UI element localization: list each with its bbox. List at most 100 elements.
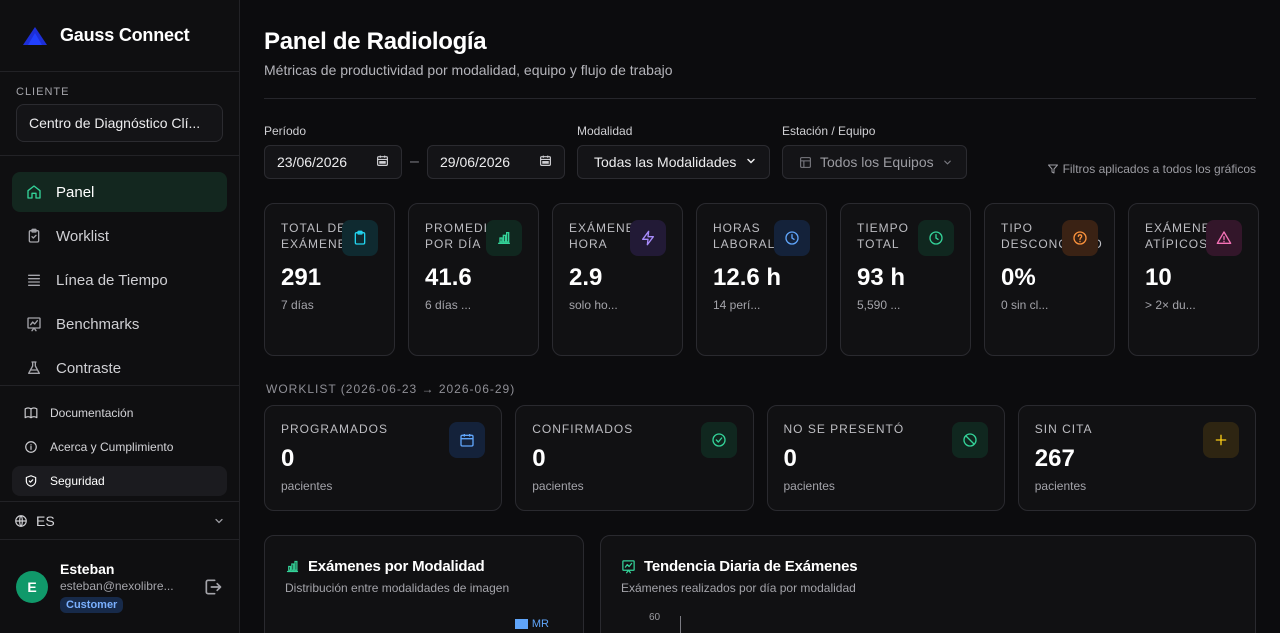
worklist-value: 267 <box>1034 445 1075 472</box>
brand-logo-icon <box>23 26 47 45</box>
worklist-row: PROGRAMADOS 0 pacientes CONFIRMADOS 0 pa… <box>264 405 1256 511</box>
filter-icon <box>1047 163 1059 175</box>
kpi-value: 12.6 h <box>713 264 782 291</box>
station-select[interactable]: Todos los Equipos <box>782 145 967 179</box>
kpi-card-total-time: TIEMPO TOTAL 93 h 5,590 ... <box>840 203 971 356</box>
kpi-card-unknown-type: TIPO DESCONOCIDO 0% 0 sin cl... <box>984 203 1115 356</box>
chart-title: Tendencia Diaria de Exámenes <box>621 558 1235 575</box>
flask-icon <box>26 360 42 376</box>
date-from-value: 23/06/2026 <box>277 154 348 170</box>
kpi-sub: 6 días ... <box>425 298 472 312</box>
calendar-icon <box>539 154 552 170</box>
check-circle-icon <box>700 422 737 458</box>
period-filter: Período 23/06/2026 – 29/06/2026 <box>264 124 565 179</box>
language-selector[interactable]: ES <box>0 502 239 540</box>
chart-title-text: Tendencia Diaria de Exámenes <box>644 558 858 575</box>
info-icon <box>24 440 38 454</box>
kpi-card-work-hours: HORAS LABORALES 12.6 h 14 perí... <box>696 203 827 356</box>
date-to-input[interactable]: 29/06/2026 <box>427 145 565 179</box>
nav-item-label: Documentación <box>50 406 134 420</box>
chart-subtitle: Distribución entre modalidades de imagen <box>285 581 510 595</box>
nav-item-timeline[interactable]: Línea de Tiempo <box>12 260 227 300</box>
date-range: 23/06/2026 – 29/06/2026 <box>264 145 565 179</box>
calendar-icon <box>449 422 486 458</box>
modality-value: Todas las Modalidades <box>594 154 737 170</box>
worklist-sub: pacientes <box>281 479 333 493</box>
legend-swatch <box>514 619 528 629</box>
chart-legend[interactable]: MR <box>514 618 549 630</box>
shield-icon <box>24 474 38 488</box>
logout-icon[interactable] <box>203 577 223 597</box>
user-panel: E Esteban esteban@nexolibre... Customer <box>0 540 239 633</box>
date-from-input[interactable]: 23/06/2026 <box>264 145 402 179</box>
nav-item-about[interactable]: Acerca y Cumplimiento <box>12 432 227 462</box>
station-value: Todos los Equipos <box>820 154 934 170</box>
modality-select[interactable]: Todas las Modalidades <box>577 145 770 179</box>
kpi-sub: 5,590 ... <box>857 298 901 312</box>
worklist-sub: pacientes <box>783 479 835 493</box>
nav-item-contrast[interactable]: Contraste <box>12 348 227 388</box>
bar-chart-icon <box>486 220 522 256</box>
worklist-label: NO SE PRESENTÓ <box>783 422 905 436</box>
nav-item-label: Worklist <box>56 227 110 245</box>
nav-item-worklist[interactable]: Worklist <box>12 216 227 256</box>
nav-item-panel[interactable]: Panel <box>12 172 227 212</box>
client-select[interactable]: Centro de Diagnóstico Clí... <box>16 104 223 142</box>
home-icon <box>26 184 42 200</box>
kpi-label: PROMEDIO POR DÍA <box>425 221 499 251</box>
role-badge: Customer <box>60 596 124 613</box>
trend-chart-card: Tendencia Diaria de Exámenes Exámenes re… <box>600 535 1256 633</box>
chart-icon <box>26 316 42 332</box>
worklist-title: WORKLIST (2026-06-23 → 2026-06-29) <box>266 382 516 396</box>
warning-icon <box>1206 220 1242 256</box>
nav-item-label: Contraste <box>56 359 122 377</box>
clock-icon <box>918 220 954 256</box>
plus-icon <box>1203 422 1239 458</box>
worklist-card-confirmed: CONFIRMADOS 0 pacientes <box>515 405 754 511</box>
kpi-label: TIEMPO TOTAL <box>857 221 910 251</box>
avatar[interactable]: E <box>16 570 48 603</box>
date-separator: – <box>410 153 419 170</box>
worklist-label: CONFIRMADOS <box>532 422 634 436</box>
main-content: Panel de Radiología Métricas de producti… <box>240 0 1280 633</box>
kpi-row: TOTAL DE EXÁMENES 291 7 días PROMEDIO PO… <box>264 203 1259 356</box>
nav-item-security[interactable]: Seguridad <box>12 466 227 496</box>
worklist-value: 0 <box>783 445 797 472</box>
worklist-sub: pacientes <box>1034 479 1087 493</box>
kpi-card-exams-per-hour: EXÁMENES / HORA 2.9 solo ho... <box>552 203 683 356</box>
charts-row: Exámenes por Modalidad Distribución entr… <box>264 535 1256 633</box>
nav-item-label: Panel <box>56 183 95 201</box>
nav-item-documentation[interactable]: Documentación <box>12 398 227 428</box>
kpi-label: HORAS LABORALES <box>713 221 794 251</box>
filter-note: Filtros aplicados a todos los gráficos <box>1047 162 1256 176</box>
brand[interactable]: Gauss Connect <box>0 0 239 72</box>
bar-chart-icon <box>285 559 300 574</box>
clock-icon <box>774 220 810 256</box>
calendar-icon <box>376 154 389 170</box>
kpi-value: 2.9 <box>569 264 603 291</box>
kpi-sub: > 2× du... <box>1145 298 1196 312</box>
clipboard-icon <box>26 228 42 244</box>
globe-icon <box>14 514 28 528</box>
kpi-label: EXÁMENES ATÍPICOS <box>1145 221 1220 251</box>
book-icon <box>24 406 38 420</box>
chevron-down-icon <box>213 515 225 527</box>
timeline-icon <box>26 272 42 288</box>
worklist-card-walk-in: SIN CITA 267 pacientes <box>1017 405 1256 511</box>
worklist-card-no-show: NO SE PRESENTÓ 0 pacientes <box>766 405 1005 511</box>
nav-item-benchmarks[interactable]: Benchmarks <box>12 304 227 344</box>
trend-chart-icon <box>621 559 636 574</box>
modality-label: Modalidad <box>577 124 633 138</box>
chart-title: Exámenes por Modalidad <box>285 558 563 575</box>
chart-title-text: Exámenes por Modalidad <box>308 558 485 575</box>
secondary-nav: Documentación Acerca y Cumplimiento Segu… <box>0 386 239 502</box>
table-icon <box>799 156 812 169</box>
kpi-value: 93 h <box>857 264 906 291</box>
worklist-value: 0 <box>532 445 546 472</box>
kpi-value: 41.6 <box>425 264 472 291</box>
kpi-value: 10 <box>1145 264 1172 291</box>
station-filter: Estación / Equipo Todos los Equipos <box>782 124 967 179</box>
worklist-card-scheduled: PROGRAMADOS 0 pacientes <box>264 405 503 511</box>
client-label: CLIENTE <box>16 86 70 98</box>
